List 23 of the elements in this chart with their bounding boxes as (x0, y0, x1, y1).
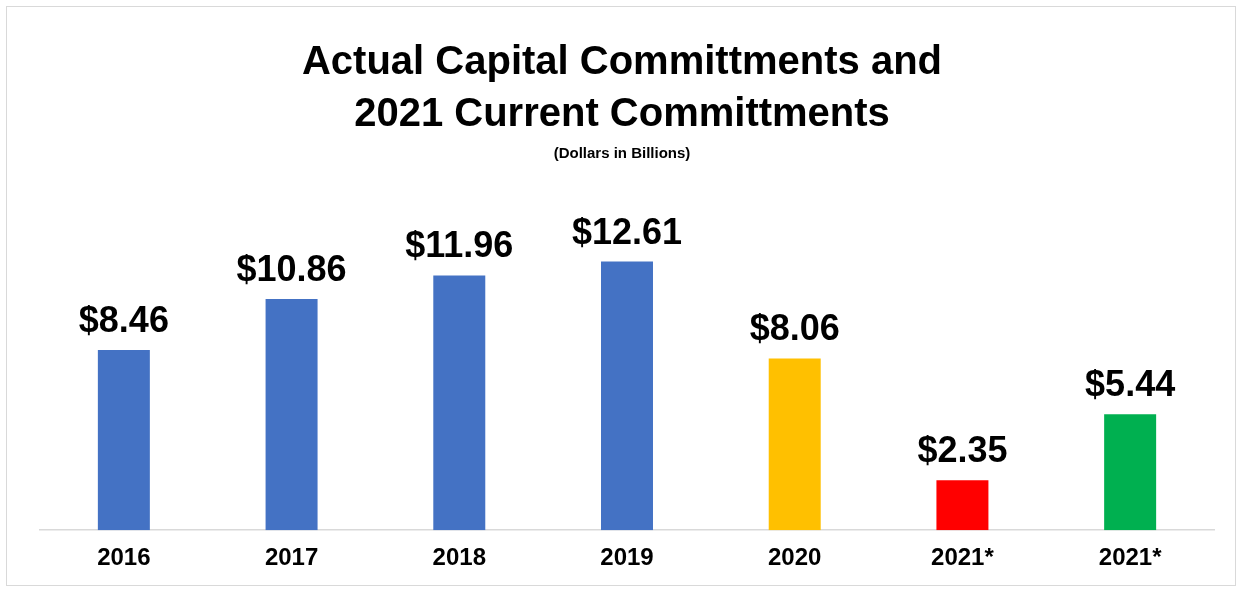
data-label: $8.46 (78, 298, 169, 340)
x-tick-label: 2016 (97, 543, 151, 571)
x-tick-label: 2021* (1098, 543, 1163, 571)
bar (601, 261, 653, 531)
bar (936, 480, 989, 531)
bar (433, 275, 486, 531)
x-tick-label: 2017 (264, 543, 319, 571)
data-label: $8.06 (749, 307, 840, 349)
x-tick-label: 2021* (931, 543, 995, 571)
data-label: $12.61 (571, 210, 683, 252)
x-tick-label: 2020 (768, 543, 822, 571)
bar (97, 350, 150, 531)
data-label: $11.96 (405, 224, 514, 266)
data-label: $2.35 (917, 429, 1008, 471)
chart-subtitle: (Dollars in Billions) (552, 144, 692, 161)
data-label: $10.86 (236, 247, 347, 289)
bar (1104, 414, 1157, 531)
chart-title: Actual Capital Committments and 2021 Current Committments (300, 37, 944, 136)
bar (265, 298, 318, 531)
x-tick-label: 2018 (432, 543, 486, 571)
x-tick-label: 2019 (600, 543, 654, 571)
bar (768, 358, 821, 531)
data-label: $5.44 (1085, 363, 1176, 405)
